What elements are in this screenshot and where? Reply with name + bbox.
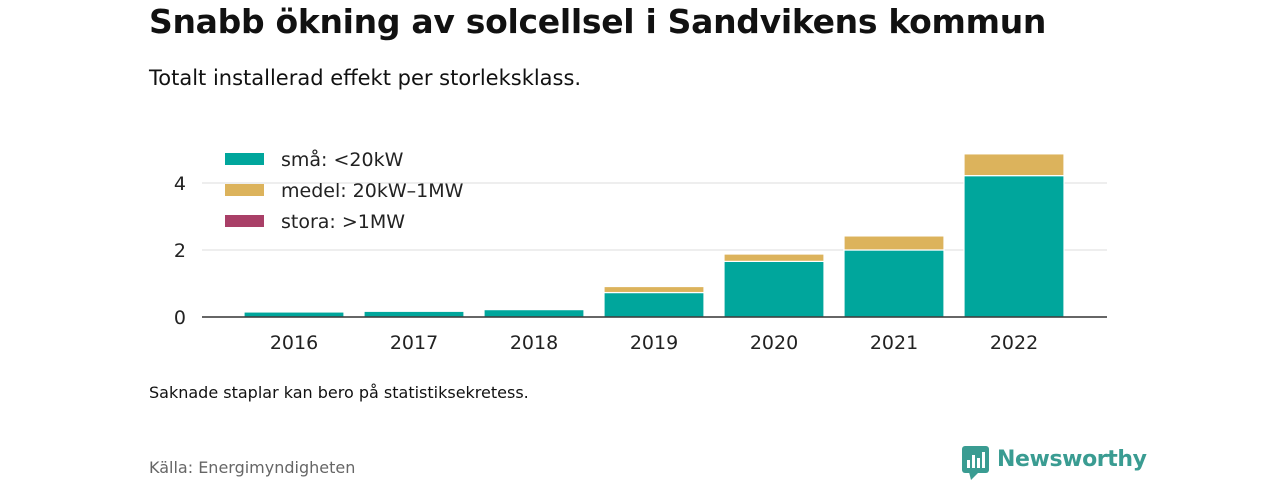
- x-tick-label-2021: 2021: [870, 332, 918, 354]
- y-tick-label-4: 4: [174, 173, 186, 195]
- x-tick-label-2020: 2020: [750, 332, 798, 354]
- chart-subtitle: Totalt installerad effekt per storlekskl…: [149, 66, 582, 90]
- bar-2016-series-0: [243, 311, 345, 318]
- bar-2021-series-1: [843, 235, 945, 251]
- x-tick-label-2017: 2017: [390, 332, 438, 354]
- newsworthy-brand[interactable]: Newsworthy: [962, 446, 1147, 480]
- bar-2019-series-1: [603, 285, 705, 294]
- y-tick-label-2: 2: [174, 240, 186, 262]
- y-tick-label-0: 0: [174, 307, 186, 329]
- grid-lines: [202, 182, 1107, 251]
- x-axis-tick-labels: 2016 2017 2018 2019 2020 2021 2022: [270, 332, 1038, 354]
- bar-2017-series-0: [363, 310, 465, 318]
- bars: [243, 153, 1065, 318]
- legend-label-0: små: <20kW: [281, 148, 404, 171]
- x-tick-label-2016: 2016: [270, 332, 318, 354]
- chart-title: Snabb ökning av solcellsel i Sandvikens …: [149, 2, 1047, 41]
- bar-2021-series-0: [843, 249, 945, 318]
- legend-swatch-2: [225, 215, 264, 227]
- x-tick-label-2022: 2022: [990, 332, 1038, 354]
- source-credit: Källa: Energimyndigheten: [149, 458, 356, 477]
- stacked-bar-chart: 0 2 4 2016 2017 2018 2019 2020 2021 2022 små: <2…: [174, 148, 1107, 354]
- bar-2020-series-1: [723, 253, 825, 262]
- bar-2020-series-0: [723, 260, 825, 318]
- legend-label-1: medel: 20kW–1MW: [281, 180, 464, 202]
- legend-label-2: stora: >1MW: [281, 211, 405, 233]
- x-tick-label-2019: 2019: [630, 332, 678, 354]
- brand-name: Newsworthy: [997, 447, 1147, 472]
- legend-swatch-1: [225, 184, 264, 196]
- newsworthy-bar-chart-logo-icon: [962, 446, 989, 480]
- footnote: Saknade staplar kan bero på statistiksek…: [149, 383, 529, 402]
- bar-2019-series-0: [603, 291, 705, 318]
- bar-2022-series-1: [963, 153, 1065, 177]
- bar-2022-series-0: [963, 175, 1065, 318]
- bar-2018-series-0: [483, 309, 585, 318]
- y-axis-tick-labels: 0 2 4: [174, 173, 186, 329]
- legend: små: <20kW medel: 20kW–1MW stora: >1MW: [225, 148, 464, 233]
- x-tick-label-2018: 2018: [510, 332, 558, 354]
- legend-swatch-0: [225, 153, 264, 165]
